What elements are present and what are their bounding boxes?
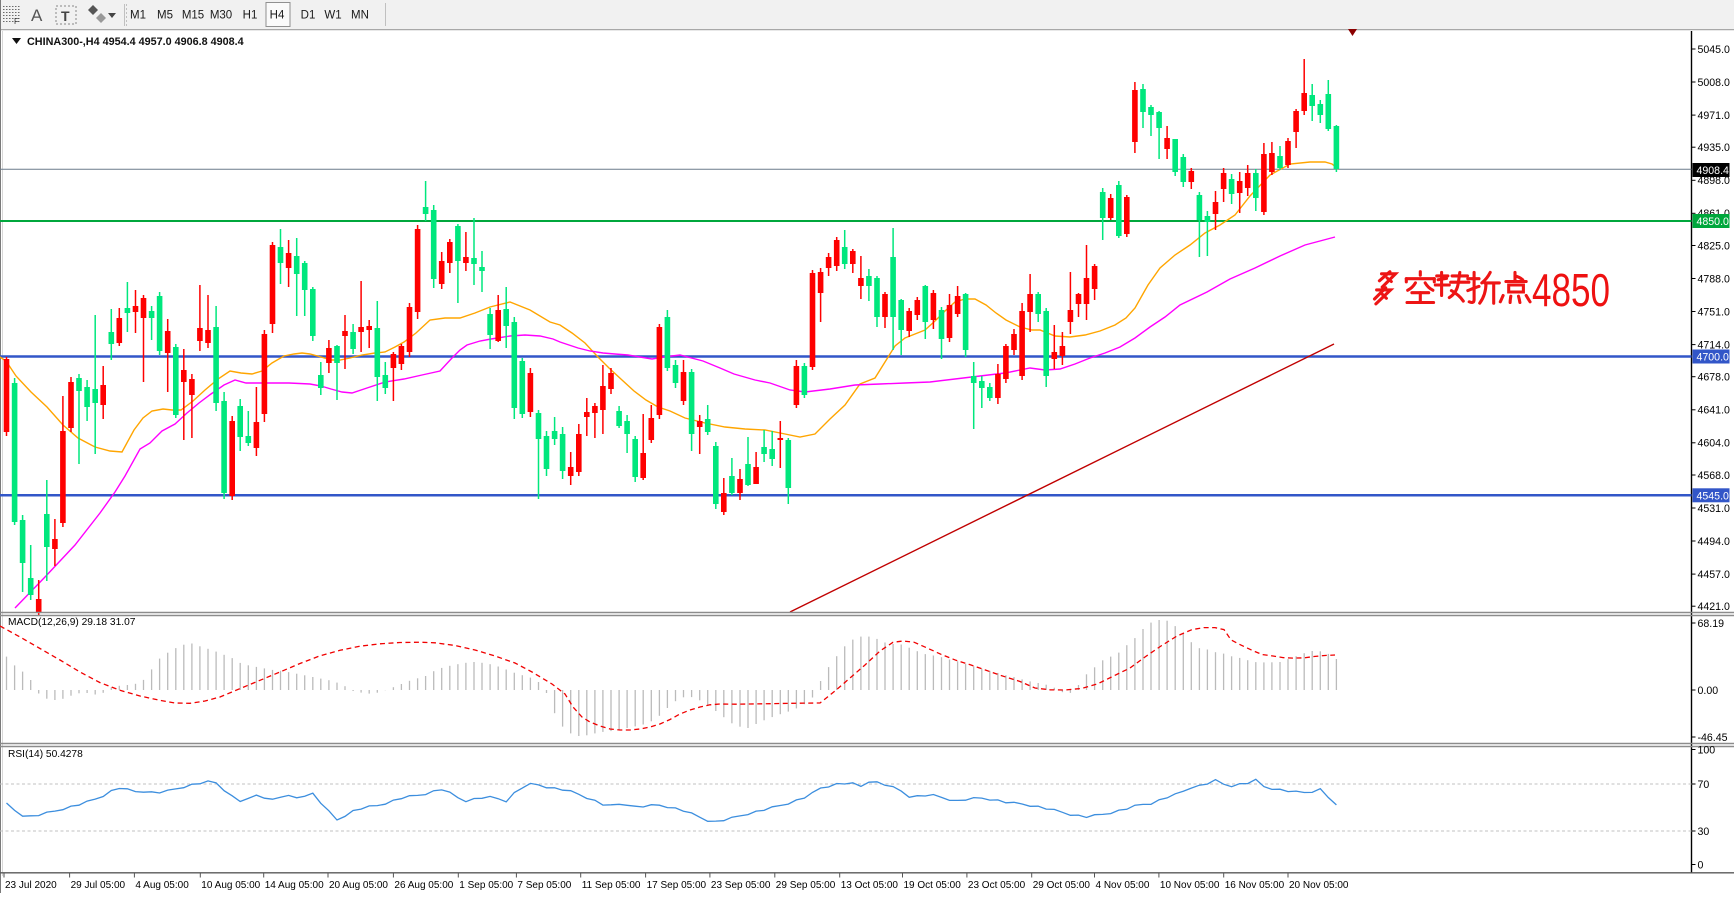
svg-text:4604.0: 4604.0 — [1698, 438, 1731, 450]
svg-text:M30: M30 — [210, 10, 232, 22]
svg-text:4 Aug 05:00: 4 Aug 05:00 — [135, 880, 189, 891]
svg-text:4825.0: 4825.0 — [1698, 240, 1731, 252]
svg-text:H4: H4 — [270, 10, 285, 22]
svg-text:5008.0: 5008.0 — [1698, 77, 1731, 89]
svg-text:0.00: 0.00 — [1698, 685, 1719, 697]
svg-text:13 Oct 05:00: 13 Oct 05:00 — [841, 880, 899, 891]
svg-text:H1: H1 — [243, 10, 258, 22]
svg-text:MACD(12,26,9) 29.18 31.07: MACD(12,26,9) 29.18 31.07 — [8, 617, 136, 628]
svg-text:29 Sep 05:00: 29 Sep 05:00 — [776, 880, 836, 891]
svg-text:4568.0: 4568.0 — [1698, 470, 1731, 482]
svg-text:4788.0: 4788.0 — [1698, 273, 1731, 285]
svg-text:4494.0: 4494.0 — [1698, 536, 1731, 548]
svg-text:4531.0: 4531.0 — [1698, 503, 1731, 515]
svg-text:4 Nov 05:00: 4 Nov 05:00 — [1096, 880, 1150, 891]
svg-text:10 Aug 05:00: 10 Aug 05:00 — [201, 880, 260, 891]
svg-text:4908.4: 4908.4 — [1697, 165, 1730, 177]
svg-text:D1: D1 — [301, 10, 316, 22]
svg-text:4714.0: 4714.0 — [1698, 339, 1731, 351]
svg-text:F: F — [14, 17, 19, 26]
svg-text:4850: 4850 — [1532, 264, 1610, 316]
svg-text:4421.0: 4421.0 — [1698, 601, 1731, 613]
svg-text:4971.0: 4971.0 — [1698, 110, 1731, 122]
svg-text:14 Aug 05:00: 14 Aug 05:00 — [265, 880, 324, 891]
svg-text:4457.0: 4457.0 — [1698, 569, 1731, 581]
svg-text:29 Oct 05:00: 29 Oct 05:00 — [1033, 880, 1091, 891]
svg-text:RSI(14) 50.4278: RSI(14) 50.4278 — [8, 749, 83, 760]
svg-text:23 Sep 05:00: 23 Sep 05:00 — [711, 880, 771, 891]
svg-text:30: 30 — [1698, 826, 1710, 838]
svg-text:M5: M5 — [157, 10, 173, 22]
svg-text:29 Jul 05:00: 29 Jul 05:00 — [71, 880, 126, 891]
svg-text:20 Aug 05:00: 20 Aug 05:00 — [329, 880, 388, 891]
svg-text:68.19: 68.19 — [1698, 618, 1725, 630]
svg-text:4641.0: 4641.0 — [1698, 405, 1731, 417]
svg-text:4700.0: 4700.0 — [1697, 352, 1730, 364]
svg-text:A: A — [31, 6, 43, 25]
svg-text:1 Sep 05:00: 1 Sep 05:00 — [459, 880, 513, 891]
svg-text:W1: W1 — [324, 10, 341, 22]
svg-text:CHINA300-,H4 4954.4 4957.0 49: CHINA300-,H4 4954.4 4957.0 4906.8 4908.4 — [27, 36, 244, 48]
svg-text:5045.0: 5045.0 — [1698, 44, 1731, 56]
svg-text:MN: MN — [351, 10, 369, 22]
svg-text:4850.0: 4850.0 — [1697, 216, 1730, 228]
svg-text:4751.0: 4751.0 — [1698, 306, 1731, 318]
svg-text:7 Sep 05:00: 7 Sep 05:00 — [517, 880, 571, 891]
svg-text:0: 0 — [1698, 859, 1704, 871]
svg-text:70: 70 — [1698, 779, 1710, 791]
svg-text:10 Nov 05:00: 10 Nov 05:00 — [1160, 880, 1220, 891]
svg-text:20 Nov 05:00: 20 Nov 05:00 — [1289, 880, 1349, 891]
svg-text:4678.0: 4678.0 — [1698, 372, 1731, 384]
svg-text:16 Nov 05:00: 16 Nov 05:00 — [1225, 880, 1285, 891]
svg-text:23 Oct 05:00: 23 Oct 05:00 — [968, 880, 1026, 891]
svg-text:M15: M15 — [182, 10, 204, 22]
svg-text:19 Oct 05:00: 19 Oct 05:00 — [904, 880, 962, 891]
svg-text:4898.0: 4898.0 — [1698, 175, 1731, 187]
svg-text:4545.0: 4545.0 — [1697, 490, 1730, 502]
svg-text:4935.0: 4935.0 — [1698, 142, 1731, 154]
svg-text:23 Jul 2020: 23 Jul 2020 — [5, 880, 57, 891]
svg-text:100: 100 — [1698, 744, 1716, 756]
svg-text:17 Sep 05:00: 17 Sep 05:00 — [647, 880, 707, 891]
svg-text:11 Sep 05:00: 11 Sep 05:00 — [582, 880, 641, 891]
svg-text:-46.45: -46.45 — [1698, 732, 1728, 744]
svg-text:26 Aug 05:00: 26 Aug 05:00 — [394, 880, 453, 891]
svg-text:T: T — [61, 8, 70, 24]
svg-text:M1: M1 — [130, 10, 146, 22]
